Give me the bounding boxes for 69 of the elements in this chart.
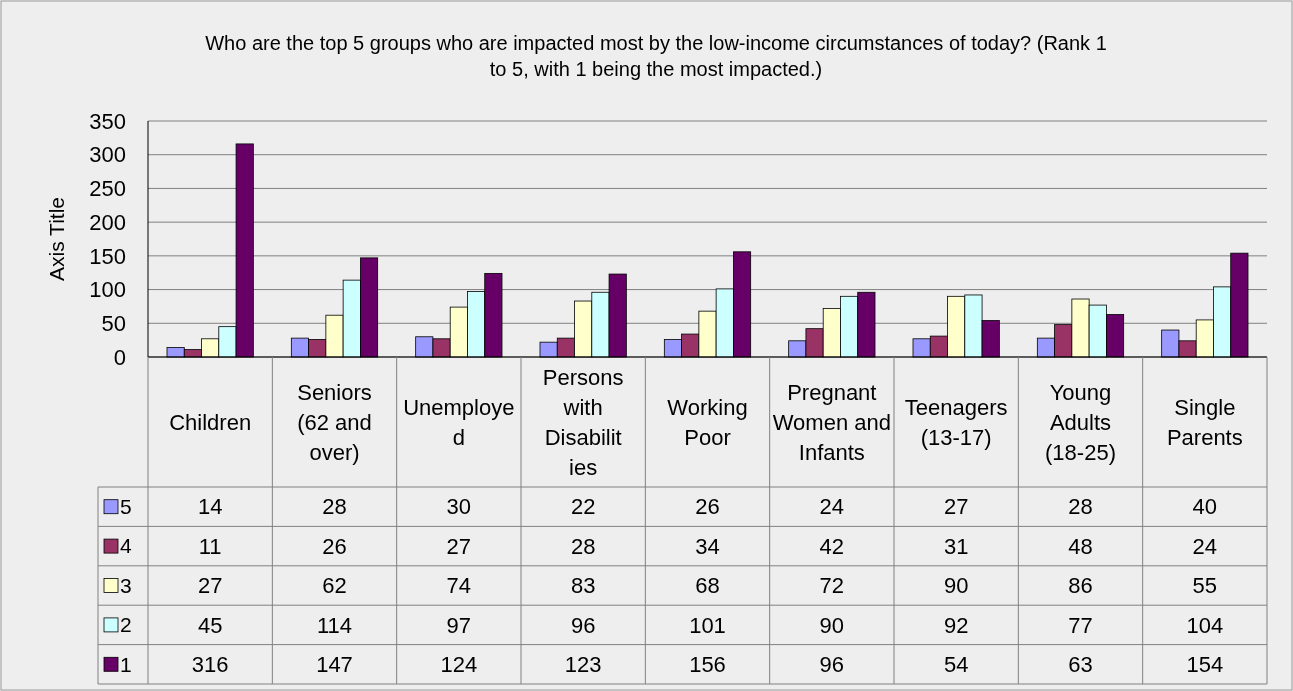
x-tick-label: Persons with Disabilities <box>542 364 624 480</box>
x-tick-label: Single Parents <box>1166 394 1243 450</box>
data-label: 26 <box>322 533 347 559</box>
y-tick-label: 100 <box>89 277 126 303</box>
data-label: 42 <box>819 533 845 559</box>
data-label: 14 <box>197 494 223 520</box>
y-tick-label: 300 <box>89 142 126 168</box>
data-label: 124 <box>440 652 478 677</box>
data-label: 72 <box>819 573 845 599</box>
data-label: 31 <box>943 533 969 559</box>
data-label: 154 <box>1186 652 1224 677</box>
x-tick-label: Working Poor <box>667 394 748 450</box>
y-tick-label: 0 <box>113 344 126 370</box>
data-label: 28 <box>1068 494 1093 520</box>
legend-label: 4 <box>120 534 132 558</box>
data-label: 28 <box>322 494 347 520</box>
data-label: 27 <box>197 573 223 599</box>
data-label: 86 <box>1068 573 1093 599</box>
y-tick-label: 350 <box>89 108 126 134</box>
data-label: 27 <box>446 533 472 559</box>
data-label: 92 <box>943 612 969 638</box>
data-label: 316 <box>191 652 229 677</box>
data-label: 74 <box>446 573 472 599</box>
data-label: 40 <box>1192 494 1218 520</box>
data-label: 48 <box>1068 533 1093 559</box>
data-label: 101 <box>689 612 726 638</box>
data-label: 90 <box>943 573 969 599</box>
data-label: 28 <box>570 533 596 559</box>
data-label: 55 <box>1192 573 1218 599</box>
y-tick-label: 200 <box>89 209 126 235</box>
data-label: 26 <box>695 494 720 520</box>
data-label: 24 <box>1192 533 1218 559</box>
chart-title: Who are the top 5 groups who are impacted most by the low-income circumstances of today? (Rank 1 to 5, with 1 being the most impacted.) <box>205 32 1107 80</box>
data-label: 45 <box>197 612 223 638</box>
data-label: 96 <box>819 652 845 677</box>
legend-label: 2 <box>120 613 132 637</box>
x-tick-label: Unemployed <box>403 394 515 450</box>
data-label: 90 <box>819 612 845 638</box>
data-label: 123 <box>564 652 602 677</box>
x-tick-label: Young Adults (18-25) <box>1045 379 1116 465</box>
y-axis-title: Axis Title <box>45 196 68 282</box>
data-label: 22 <box>570 494 596 520</box>
data-label: 147 <box>316 652 353 677</box>
data-label: 63 <box>1068 652 1093 677</box>
x-tick-label: Teenagers (13-17) <box>904 394 1008 450</box>
data-label: 30 <box>446 494 472 520</box>
x-tick-label: Children <box>169 409 252 435</box>
legend-label: 1 <box>120 652 132 676</box>
y-tick-label: 150 <box>89 243 126 269</box>
data-label: 27 <box>943 494 969 520</box>
legend-label: 3 <box>120 573 132 597</box>
data-label: 24 <box>819 494 845 520</box>
y-tick-label: 250 <box>89 176 126 202</box>
data-label: 54 <box>943 652 969 677</box>
data-label: 97 <box>446 612 472 638</box>
data-label: 68 <box>695 573 720 599</box>
data-label: 156 <box>689 652 726 677</box>
legend-label: 5 <box>120 495 132 519</box>
data-label: 83 <box>570 573 596 599</box>
data-label: 11 <box>198 533 222 559</box>
x-tick-label: Seniors (62 and over) <box>297 379 372 465</box>
data-label: 34 <box>695 533 720 559</box>
x-tick-label: Pregnant Women and Infants <box>772 379 891 465</box>
data-label: 96 <box>570 612 596 638</box>
data-label: 104 <box>1186 612 1224 638</box>
data-label: 62 <box>322 573 347 599</box>
y-tick-label: 50 <box>101 310 126 336</box>
data-label: 114 <box>316 612 353 638</box>
data-label: 77 <box>1068 612 1093 638</box>
